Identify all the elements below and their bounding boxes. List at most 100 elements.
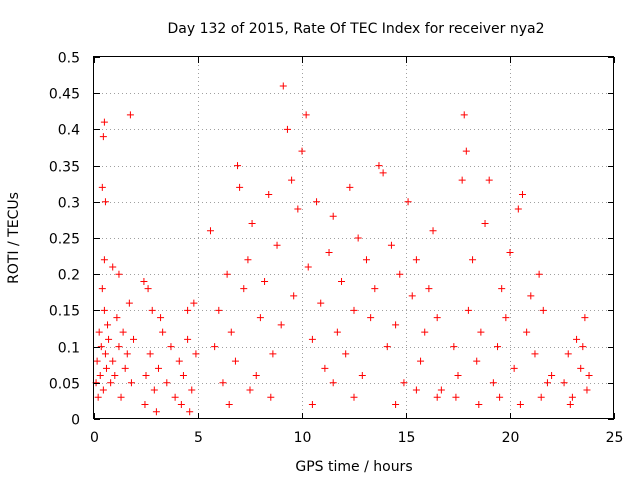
data-point (130, 335, 138, 343)
y-tick-label: 0.45 (49, 87, 80, 103)
data-point (338, 277, 346, 285)
data-point (371, 285, 379, 293)
data-point (171, 393, 179, 401)
data-point (225, 401, 233, 409)
data-point (502, 314, 510, 322)
data-point (188, 386, 196, 394)
data-point (99, 386, 107, 394)
data-point (475, 401, 483, 409)
data-point (342, 350, 350, 358)
data-point (100, 118, 108, 126)
data-point (412, 256, 420, 264)
data-point (298, 147, 306, 155)
axis-ticks (94, 57, 615, 420)
data-point (477, 328, 485, 336)
data-point (146, 350, 154, 358)
data-point (126, 111, 134, 119)
data-point (100, 256, 108, 264)
y-tick-label: 0 (71, 413, 80, 429)
y-tick-label: 0.25 (49, 232, 80, 248)
data-point (111, 372, 119, 380)
data-point (577, 364, 585, 372)
data-point (350, 393, 358, 401)
data-point (101, 350, 109, 358)
data-point (154, 364, 162, 372)
y-tick-label: 0.4 (58, 123, 80, 139)
data-point (109, 263, 117, 271)
data-point (150, 386, 158, 394)
data-point (333, 328, 341, 336)
data-point (93, 357, 101, 365)
data-point (516, 401, 524, 409)
data-point (396, 270, 404, 278)
data-point (261, 277, 269, 285)
data-point (548, 372, 556, 380)
data-point (123, 350, 131, 358)
data-point (94, 393, 102, 401)
data-point (506, 248, 514, 256)
data-point (460, 111, 468, 119)
data-point (283, 125, 291, 133)
data-point (514, 205, 522, 213)
data-point (523, 328, 531, 336)
data-point (236, 183, 244, 191)
data-point (144, 285, 152, 293)
y-tick-label: 0.1 (58, 341, 80, 357)
data-point (244, 256, 252, 264)
data-point (469, 256, 477, 264)
y-axis-label: ROTI / TECUs (6, 192, 22, 284)
y-tick-label: 0.3 (58, 196, 80, 212)
data-point (127, 379, 135, 387)
data-point (573, 335, 581, 343)
data-point (227, 328, 235, 336)
data-point (290, 292, 298, 300)
data-point (350, 306, 358, 314)
data-point (99, 133, 107, 141)
data-point (429, 227, 437, 235)
y-tick-label: 0.05 (49, 377, 80, 393)
data-point (148, 306, 156, 314)
data-point (581, 314, 589, 322)
data-point (510, 364, 518, 372)
data-point (473, 357, 481, 365)
data-point (140, 277, 148, 285)
data-point (564, 350, 572, 358)
data-point (417, 357, 425, 365)
data-point (498, 285, 506, 293)
data-point (267, 393, 275, 401)
data-point (240, 285, 248, 293)
data-point (392, 401, 400, 409)
data-point (121, 364, 129, 372)
data-point (304, 263, 312, 271)
data-point (537, 393, 545, 401)
data-point (269, 350, 277, 358)
data-point (113, 314, 121, 322)
data-point (450, 343, 458, 351)
data-point (560, 379, 568, 387)
data-point (585, 372, 593, 380)
data-point (354, 234, 362, 242)
data-point (142, 372, 150, 380)
y-tick-label: 0.15 (49, 304, 80, 320)
y-tick-label: 0.5 (58, 51, 80, 67)
data-point (485, 176, 493, 184)
data-point (192, 350, 200, 358)
x-tick-label: 20 (502, 430, 520, 446)
data-point (527, 292, 535, 300)
data-point (167, 343, 175, 351)
data-point (518, 191, 526, 199)
data-point (246, 386, 254, 394)
data-point (568, 393, 576, 401)
data-point (107, 379, 115, 387)
data-point (96, 372, 104, 380)
x-tick-label: 25 (606, 430, 624, 446)
data-point (98, 183, 106, 191)
data-point (404, 198, 412, 206)
data-point (256, 314, 264, 322)
data-point (95, 328, 103, 336)
data-point (425, 285, 433, 293)
data-point (252, 372, 260, 380)
data-points (92, 82, 593, 416)
data-point (177, 401, 185, 409)
data-point (157, 314, 165, 322)
